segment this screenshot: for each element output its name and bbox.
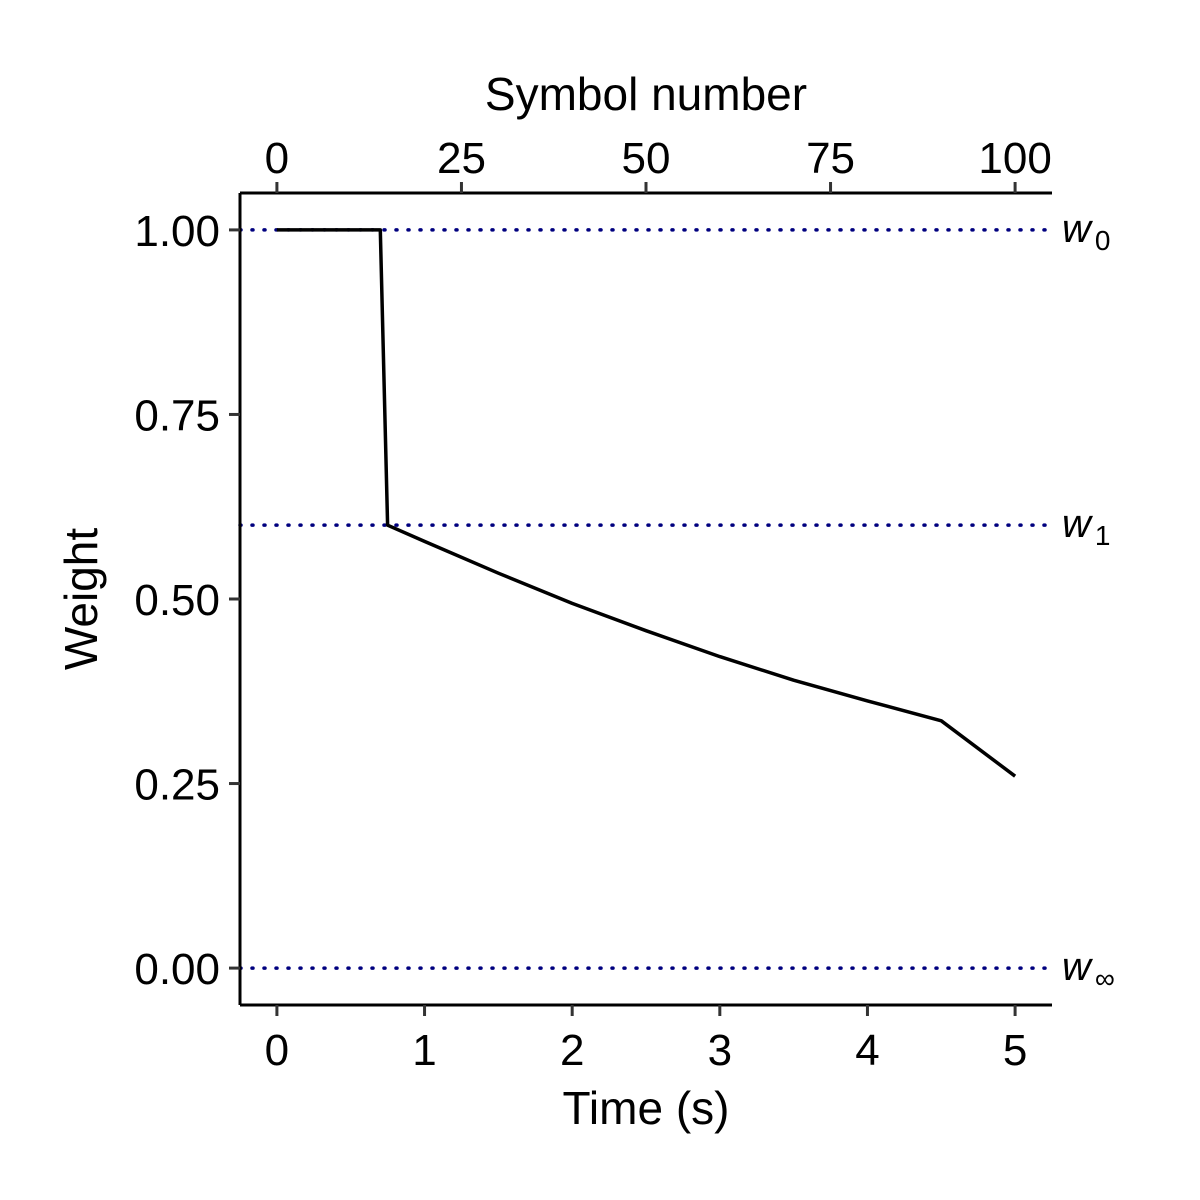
x-tick-label-5: 5 [1003, 1026, 1027, 1075]
y-axis-title: Weight [55, 528, 107, 671]
series-line-0 [276, 228, 1017, 778]
reference-lines: w 0 w 1 w ∞ [238, 207, 1115, 994]
x2-tick-label-3: 75 [806, 134, 855, 183]
x-tick-label-0: 0 [265, 1026, 289, 1075]
x2-tick-label-1: 25 [437, 134, 486, 183]
series-group [276, 228, 1017, 778]
y-tick-label-3: 0.75 [134, 391, 220, 440]
x2-axis-title: Symbol number [485, 68, 807, 120]
x2-tick-label-2: 50 [622, 134, 671, 183]
y-tick-label-2: 0.50 [134, 576, 220, 625]
reference-label-2: w ∞ [1062, 945, 1115, 994]
x-axis-title: Time (s) [563, 1082, 730, 1134]
y-tick-label-1: 0.25 [134, 761, 220, 810]
x2-tick-label-0: 0 [265, 134, 289, 183]
x-tick-label-1: 1 [412, 1026, 436, 1075]
y-tick-label-0: 0.00 [134, 945, 220, 994]
x2-tick-label-4: 100 [978, 134, 1051, 183]
x-tick-label-4: 4 [855, 1026, 879, 1075]
x-tick-label-3: 3 [708, 1026, 732, 1075]
axes-group [238, 191, 1052, 1007]
x-tick-label-2: 2 [560, 1026, 584, 1075]
y-tick-label-4: 1.00 [134, 207, 220, 256]
ticks-group: 0 1 2 3 4 5 0.00 0.25 0.50 0.75 1.00 0 25 50 75 100 [134, 134, 1051, 1075]
